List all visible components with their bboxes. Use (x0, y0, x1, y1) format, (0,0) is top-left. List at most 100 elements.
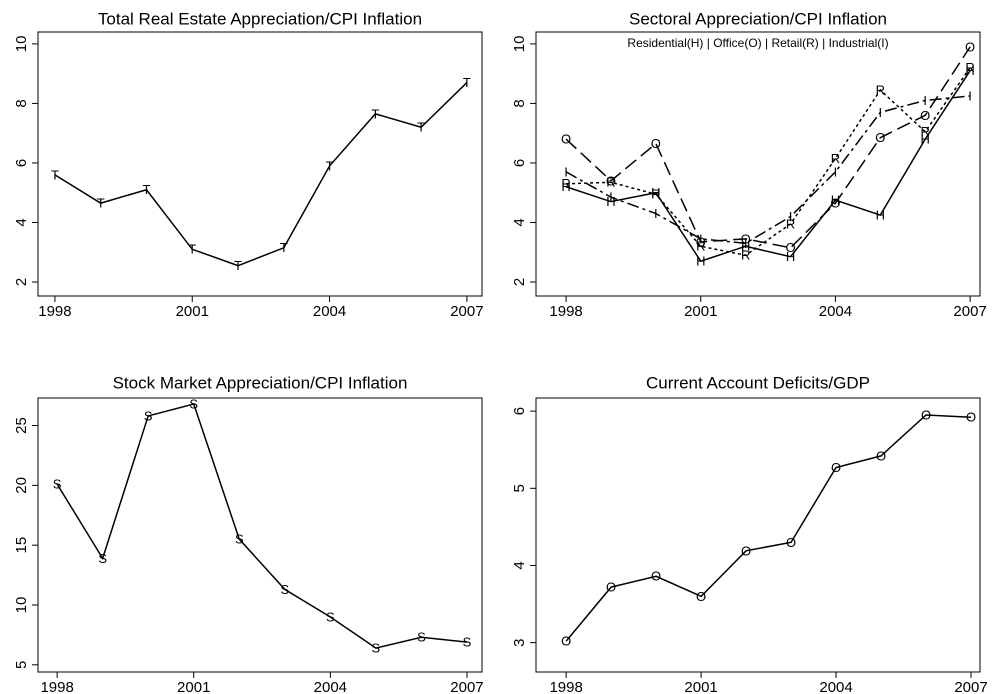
point-marker: T (280, 240, 288, 255)
point-marker: H (651, 185, 660, 200)
y-tick-label: 25 (13, 417, 30, 434)
point-marker: H (831, 193, 840, 208)
plot-frame (37, 397, 483, 673)
x-tick-label: 2004 (313, 303, 346, 320)
point-marker: T (326, 158, 334, 173)
plot-frame (535, 397, 981, 673)
x-tick-label: 1998 (549, 303, 582, 320)
legend-note: Residential(H) | Office(O) | Retail(R) |… (627, 36, 888, 50)
y-tick-label: 5 (13, 661, 30, 669)
x-tick-label: 2004 (819, 303, 852, 320)
chart-title: Stock Market Appreciation/CPI Inflation (113, 373, 408, 392)
y-tick-label: 20 (13, 477, 30, 494)
series-line (54, 82, 468, 267)
point-marker: O (651, 136, 661, 151)
point-marker: T (97, 196, 105, 211)
point-marker: R (696, 239, 705, 254)
y-tick-label: 2 (13, 278, 30, 286)
point-marker: I (789, 209, 793, 224)
point-marker: H (696, 254, 705, 269)
point-marker: R (651, 187, 660, 202)
point-marker: R (741, 248, 750, 263)
y-tick-label: 8 (13, 99, 30, 107)
y-tick-label: 4 (13, 218, 30, 226)
point-marker: S (372, 641, 381, 656)
point-marker: O (606, 580, 616, 595)
point-marker: T (143, 182, 151, 197)
point-marker: O (561, 634, 571, 649)
point-marker: I (923, 93, 927, 108)
x-tick-label: 1998 (38, 303, 71, 320)
point-marker: I (654, 206, 658, 221)
x-tick-label: 2001 (177, 679, 210, 694)
x-tick-label: 2001 (684, 303, 717, 320)
y-tick-label: 15 (13, 537, 30, 554)
chart-title: Total Real Estate Appreciation/CPI Infla… (98, 9, 422, 28)
point-marker: O (696, 234, 706, 249)
point-marker: R (786, 216, 795, 231)
point-marker: O (831, 460, 841, 475)
y-tick-label: 6 (511, 407, 528, 415)
point-marker: O (966, 410, 976, 425)
point-marker: S (144, 408, 153, 423)
series-line (566, 67, 971, 257)
point-marker: H (921, 132, 930, 147)
x-tick-label: 1998 (549, 679, 582, 694)
point-marker: H (786, 249, 795, 264)
x-tick-label: 2007 (450, 679, 483, 694)
y-tick-label: 2 (511, 278, 528, 286)
point-marker: O (741, 231, 751, 246)
y-tick-label: 3 (511, 638, 528, 646)
point-marker: R (921, 124, 930, 139)
point-marker: S (417, 630, 426, 645)
y-tick-label: 8 (511, 99, 528, 107)
point-marker: O (651, 569, 661, 584)
point-marker: S (326, 609, 335, 624)
point-marker: H (965, 63, 974, 78)
point-marker: O (696, 589, 706, 604)
point-marker: O (875, 130, 885, 145)
y-tick-label: 10 (13, 597, 30, 614)
point-marker: T (188, 242, 196, 257)
y-tick-label: 6 (13, 159, 30, 167)
point-marker: S (235, 532, 244, 547)
series-line (565, 414, 972, 642)
series-line (565, 70, 971, 263)
point-marker: I (609, 190, 613, 205)
point-marker: H (561, 179, 570, 194)
y-tick-label: 10 (511, 36, 528, 53)
point-marker: T (417, 120, 425, 135)
point-marker: O (920, 108, 930, 123)
x-tick-label: 1998 (40, 679, 73, 694)
point-marker: S (53, 477, 62, 492)
point-marker: I (879, 105, 883, 120)
point-marker: O (785, 240, 795, 255)
point-marker: T (463, 75, 471, 90)
x-tick-label: 2004 (819, 679, 852, 694)
point-marker: H (876, 207, 885, 222)
x-tick-label: 2004 (314, 679, 347, 694)
x-tick-label: 2001 (684, 679, 717, 694)
x-tick-label: 2007 (953, 303, 986, 320)
point-marker: S (98, 551, 107, 566)
point-marker: R (831, 151, 840, 166)
plot-frame (535, 31, 981, 297)
series-line (565, 95, 971, 245)
y-tick-label: 5 (511, 484, 528, 492)
point-marker: T (371, 106, 379, 121)
point-marker: H (606, 194, 615, 209)
point-marker: R (606, 175, 615, 190)
chart-title: Sectoral Appreciation/CPI Inflation (629, 9, 887, 28)
point-marker: O (561, 132, 571, 147)
point-marker: R (561, 176, 570, 191)
point-marker: O (921, 407, 931, 422)
x-tick-label: 2001 (176, 303, 209, 320)
point-marker: I (834, 164, 838, 179)
point-marker: O (876, 448, 886, 463)
plot-frame (37, 31, 483, 297)
y-tick-label: 10 (13, 36, 30, 53)
point-marker: O (830, 196, 840, 211)
point-marker: O (741, 543, 751, 558)
